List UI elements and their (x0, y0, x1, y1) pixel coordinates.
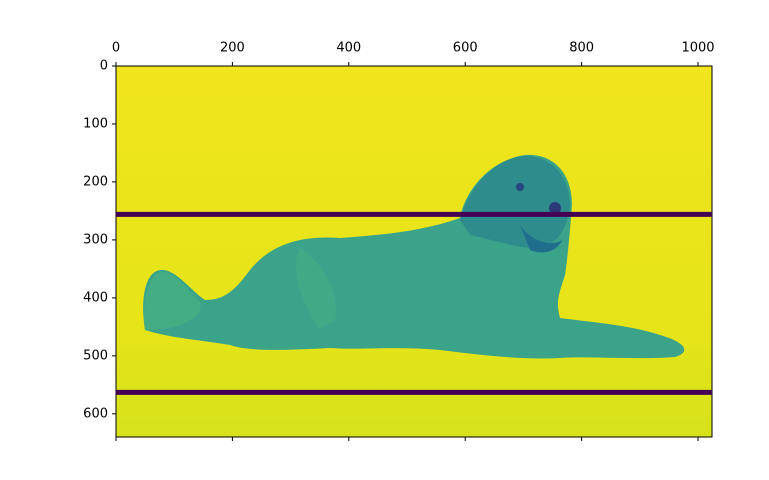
x-tick-label: 0 (112, 41, 120, 56)
y-tick-label: 400 (83, 290, 108, 305)
x-tick-label: 400 (336, 41, 361, 56)
dog (143, 154, 685, 359)
axes-frame (115, 65, 713, 438)
x-tick-label: 1000 (681, 41, 714, 56)
y-tick-label: 300 (83, 232, 108, 247)
y-tick-label: 0 (100, 59, 108, 74)
x-tick-label: 200 (220, 41, 245, 56)
y-tick-label: 500 (83, 348, 108, 363)
y-tick-label: 200 (83, 174, 108, 189)
y-tick-label: 100 (83, 116, 108, 131)
y-tick-label: 600 (83, 406, 108, 421)
x-tick-label: 600 (453, 41, 478, 56)
x-tick-label: 800 (569, 41, 594, 56)
